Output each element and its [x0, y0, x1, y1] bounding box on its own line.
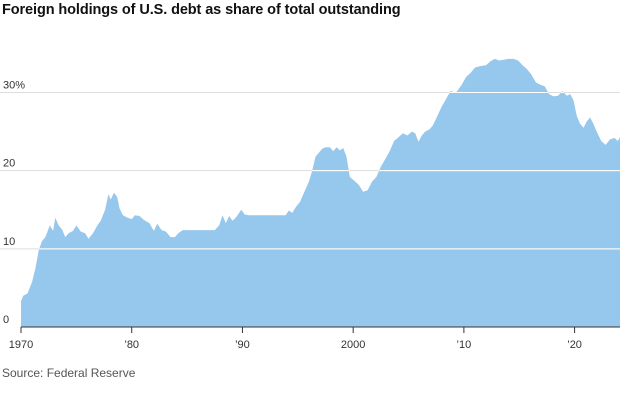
x-tick-label-1990: ’90 [235, 339, 250, 351]
y-tick-label-30: 30% [3, 80, 25, 92]
x-tick-label-2020: ’20 [567, 339, 582, 351]
x-tick-label-1980: ’80 [124, 339, 139, 351]
chart-title: Foreign holdings of U.S. debt as share o… [2, 2, 401, 18]
x-tick-label-1970: 1970 [9, 339, 33, 351]
y-tick-label-20: 20 [3, 158, 15, 170]
x-tick-label-2000: 2000 [341, 339, 365, 351]
y-tick-label-10: 10 [3, 236, 15, 248]
y-tick-label-0: 0 [3, 314, 9, 326]
area-series-0 [21, 58, 620, 328]
source-note: Source: Federal Reserve [2, 366, 136, 380]
x-tick-label-2010: ’10 [457, 339, 472, 351]
